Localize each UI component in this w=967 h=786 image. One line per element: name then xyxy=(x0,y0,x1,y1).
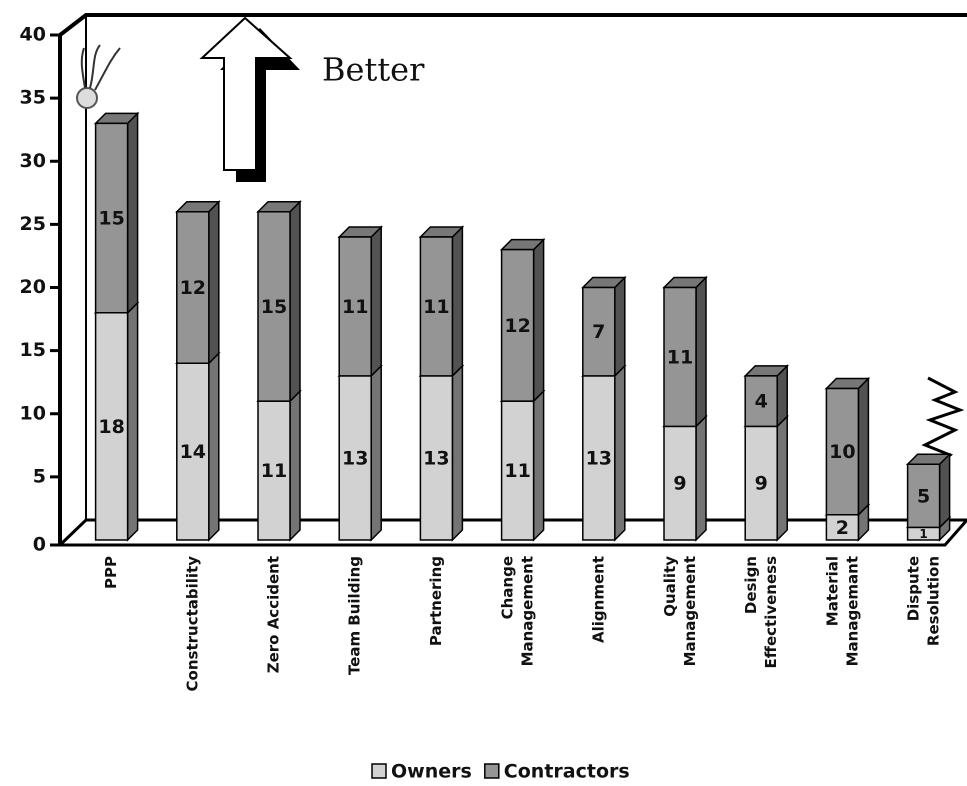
legend-swatch xyxy=(485,764,499,778)
x-tick-label-line: Dispute xyxy=(904,556,922,621)
bar-side xyxy=(534,391,544,540)
x-tick-label: MaterialManagemant xyxy=(823,556,861,666)
bar-side xyxy=(371,366,381,540)
bar-side xyxy=(209,202,219,364)
chart: Better 05101520253035401815PPP1412Constr… xyxy=(0,0,967,782)
value-label: 14 xyxy=(180,441,206,463)
y-tick-label: 10 xyxy=(20,402,46,424)
y-tick-label: 0 xyxy=(33,534,46,556)
bar-side xyxy=(290,202,300,401)
value-label: 5 xyxy=(917,485,930,507)
bar-side xyxy=(696,416,706,540)
value-label: 12 xyxy=(504,315,530,337)
value-label: 2 xyxy=(836,517,849,539)
bar-side xyxy=(534,240,544,402)
value-label: 15 xyxy=(98,208,124,230)
legend-label: Owners xyxy=(391,761,472,783)
x-tick-label: PPP xyxy=(102,556,120,589)
bar-side xyxy=(940,454,950,527)
value-label: 13 xyxy=(342,447,368,469)
annotation: Better xyxy=(322,51,425,89)
y-tick-label: 30 xyxy=(20,150,46,172)
bar-side xyxy=(858,379,868,515)
x-tick-label: Alignment xyxy=(589,556,607,643)
value-label: 12 xyxy=(180,277,206,299)
x-tick-label: Zero Accident xyxy=(265,556,283,673)
x-tick-label-line: Managemant xyxy=(843,556,861,666)
y-tick-label: 25 xyxy=(20,213,46,235)
value-label: 9 xyxy=(673,473,686,495)
value-label: 11 xyxy=(667,346,693,368)
x-tick-label-line: Management xyxy=(518,556,536,666)
x-tick-label-line: Resolution xyxy=(924,556,942,646)
value-label: 13 xyxy=(423,447,449,469)
x-tick-label: Constructability xyxy=(183,556,201,692)
value-label: 18 xyxy=(98,416,124,438)
x-tick-label: Partnering xyxy=(427,556,445,646)
legend-swatch xyxy=(372,764,386,778)
value-label: 11 xyxy=(423,296,449,318)
ball-icon xyxy=(77,88,97,108)
value-label: 10 xyxy=(829,441,855,463)
bar-side xyxy=(452,227,462,376)
x-tick-label-line: Quality xyxy=(661,556,679,617)
value-label: 7 xyxy=(592,321,605,343)
bar-side xyxy=(777,416,787,540)
value-label: 1 xyxy=(919,527,927,541)
bar-side xyxy=(128,113,138,312)
ball-trail xyxy=(82,45,120,90)
value-label: 11 xyxy=(342,296,368,318)
value-label: 9 xyxy=(755,473,768,495)
bar-side xyxy=(128,303,138,540)
arrow xyxy=(202,18,290,170)
y-tick-label: 20 xyxy=(20,276,46,298)
value-label: 11 xyxy=(261,460,287,482)
bar-side xyxy=(290,391,300,540)
value-label: 15 xyxy=(261,296,287,318)
x-tick-label: Team Building xyxy=(346,556,364,675)
bar-side xyxy=(371,227,381,376)
x-tick-label-line: Effectiveness xyxy=(762,556,780,669)
x-tick-label-line: Material xyxy=(823,556,841,626)
legend-label: Contractors xyxy=(504,761,630,783)
y-tick-label: 15 xyxy=(20,339,46,361)
x-tick-label-line: Change xyxy=(498,556,516,619)
y-tick-label: 5 xyxy=(33,465,46,487)
bar-side xyxy=(452,366,462,540)
bar-side xyxy=(209,353,219,540)
bar-side xyxy=(615,278,625,376)
y-tick-label: 40 xyxy=(20,24,46,46)
x-tick-label-line: Management xyxy=(681,556,699,666)
x-tick-label-line: Design xyxy=(742,556,760,614)
value-label: 4 xyxy=(755,391,768,413)
bar-side xyxy=(615,366,625,540)
value-label: 13 xyxy=(586,447,612,469)
value-label: 11 xyxy=(504,460,530,482)
y-tick-label: 35 xyxy=(20,87,46,109)
bar-side xyxy=(696,278,706,427)
